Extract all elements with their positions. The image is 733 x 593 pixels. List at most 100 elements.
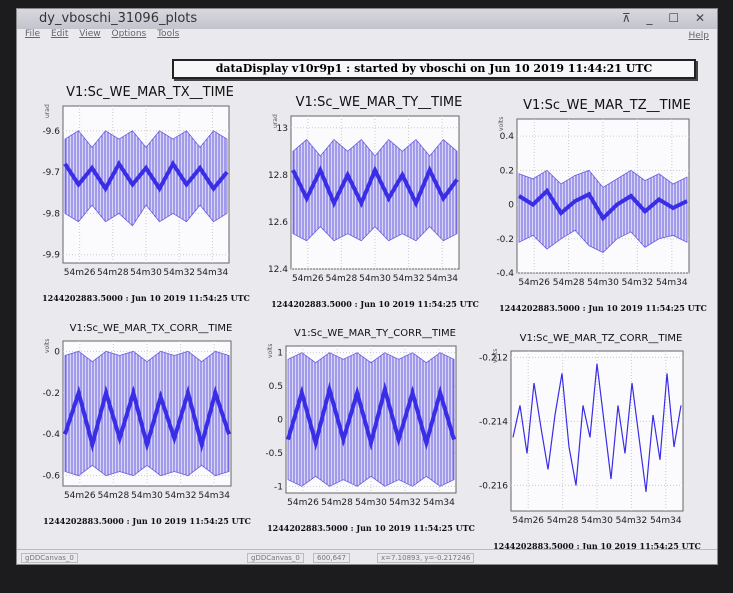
x-tick-label: 54m30 — [587, 278, 619, 288]
signal-trace — [291, 165, 459, 208]
x-tick-label: 54m26 — [292, 274, 324, 284]
window-buttons[interactable]: ⊼ _ ☐ ✕ — [621, 11, 711, 25]
menu-item[interactable]: Tools — [157, 29, 180, 39]
y-unit: volts — [267, 344, 274, 358]
y-tick-label: 13 — [277, 124, 288, 134]
y-tick-label: 0 — [277, 416, 283, 426]
x-tick-label: 54m32 — [163, 268, 195, 278]
plot-footer: 1244202883.5000 : Jun 10 2019 11:54:25 U… — [42, 293, 250, 303]
signal-envelope — [518, 169, 688, 253]
plot-title: V1:Sc_WE_MAR_TX_CORR__TIME — [70, 323, 233, 334]
y-tick-label: -9.8 — [42, 209, 60, 219]
signal-envelope — [64, 130, 228, 227]
y-tick-label: -0.214 — [479, 417, 508, 427]
plot-title: V1:Sc_WE_MAR_TZ_CORR__TIME — [520, 333, 683, 344]
menu-help[interactable]: Help — [688, 31, 709, 41]
y-tick-label: 0 — [508, 201, 514, 211]
signal-envelope — [292, 138, 458, 242]
y-tick-label: 0.4 — [500, 132, 515, 142]
y-tick-label: -9.6 — [42, 127, 60, 137]
signal-envelope — [287, 352, 455, 487]
plot-area — [510, 350, 684, 512]
x-tick-label: 54m26 — [512, 516, 544, 526]
y-tick-label: 12.8 — [268, 171, 288, 181]
y-unit: urad — [272, 114, 279, 128]
x-tick-label: 54m30 — [359, 274, 391, 284]
y-tick-label: 12.4 — [268, 265, 288, 275]
x-tick-label: 54m34 — [656, 278, 688, 288]
menu-item[interactable]: View — [79, 29, 101, 39]
y-unit: volts — [44, 339, 51, 353]
x-tick-label: 54m34 — [423, 498, 455, 508]
signal-envelope — [64, 350, 230, 477]
menu-item[interactable]: Edit — [50, 29, 69, 39]
x-tick-label: 54m30 — [355, 498, 387, 508]
y-unit: volts — [498, 117, 505, 131]
x-tick-label: 54m30 — [131, 491, 163, 501]
plot-footer: 1244202883.5000 : Jun 10 2019 11:54:25 U… — [493, 541, 701, 549]
x-tick-label: 54m28 — [97, 268, 129, 278]
y-unit: urad — [44, 104, 51, 118]
x-tick-label: 54m34 — [197, 268, 229, 278]
x-tick-label: 54m28 — [98, 491, 130, 501]
y-tick-label: 1 — [277, 349, 283, 359]
y-tick-label: -1 — [274, 482, 283, 492]
menu-bar: File Edit View Options Tools Help — [17, 29, 717, 45]
y-tick-label: -0.216 — [479, 481, 508, 491]
window: dy_vboschi_31096_plots ⊼ _ ☐ ✕ File Edit… — [16, 8, 718, 565]
signal-trace — [286, 381, 456, 451]
y-tick-label: -0.212 — [479, 353, 508, 363]
menu-item[interactable]: Options — [111, 29, 147, 39]
x-tick-label: 54m26 — [287, 498, 319, 508]
signal-trace — [63, 385, 231, 453]
banner: dataDisplay v10r9p1 : started by vboschi… — [172, 59, 696, 79]
y-tick-label: -0.2 — [496, 235, 514, 245]
y-tick-label: 0.5 — [269, 382, 283, 392]
status-field: x=7.10893, y=-0.217246 — [377, 553, 475, 563]
x-tick-label: 54m26 — [518, 278, 550, 288]
y-tick-label: -0.4 — [42, 430, 60, 440]
plot-title: V1:Sc_WE_MAR_TY__TIME — [296, 95, 463, 110]
title-bar: dy_vboschi_31096_plots ⊼ _ ☐ ✕ — [17, 9, 717, 29]
plot-title: V1:Sc_WE_MAR_TX__TIME — [66, 85, 234, 100]
signal-trace — [512, 363, 682, 492]
x-tick-label: 54m32 — [393, 274, 425, 284]
x-tick-label: 54m32 — [389, 498, 421, 508]
x-tick-label: 54m28 — [321, 498, 353, 508]
x-tick-label: 54m32 — [616, 516, 648, 526]
x-tick-label: 54m28 — [553, 278, 585, 288]
y-tick-label: 0 — [54, 347, 60, 357]
y-tick-label: -0.4 — [496, 269, 514, 279]
plot-footer: 1244202883.5000 : Jun 10 2019 11:54:25 U… — [43, 516, 251, 526]
plot-footer: 1244202883.5000 : Jun 10 2019 11:54:25 U… — [267, 523, 475, 533]
y-tick-label: -0.5 — [265, 449, 283, 459]
y-tick-label: 0.2 — [500, 166, 514, 176]
x-tick-label: 54m28 — [547, 516, 579, 526]
menu-item[interactable]: File — [25, 29, 41, 39]
x-tick-label: 54m26 — [64, 268, 96, 278]
status-bar: gDDCanvas_0 gDDCanvas_0 600,647 x=7.1089… — [17, 549, 717, 564]
window-title: dy_vboschi_31096_plots — [39, 11, 198, 26]
y-unit: volts — [492, 349, 499, 363]
status-field: 600,647 — [313, 553, 350, 563]
status-field: gDDCanvas_0 — [247, 553, 304, 563]
y-tick-label: 12.6 — [268, 218, 288, 228]
plot-title: V1:Sc_WE_MAR_TY_CORR__TIME — [294, 328, 456, 339]
x-tick-label: 54m34 — [198, 491, 230, 501]
y-tick-label: -9.9 — [42, 251, 60, 261]
plot-footer: 1244202883.5000 : Jun 10 2019 11:54:25 U… — [499, 303, 707, 313]
y-tick-label: -9.7 — [42, 168, 60, 178]
y-tick-label: -0.2 — [42, 389, 60, 399]
x-tick-label: 54m34 — [650, 516, 682, 526]
y-tick-label: -0.6 — [42, 472, 60, 482]
x-tick-label: 54m26 — [64, 491, 96, 501]
plot-title: V1:Sc_WE_MAR_TZ__TIME — [523, 98, 691, 113]
x-tick-label: 54m32 — [622, 278, 654, 288]
x-tick-label: 54m28 — [326, 274, 358, 284]
x-tick-label: 54m30 — [130, 268, 162, 278]
x-tick-label: 54m34 — [426, 274, 458, 284]
plot-footer: 1244202883.5000 : Jun 10 2019 11:54:25 U… — [271, 299, 479, 309]
x-tick-label: 54m30 — [581, 516, 613, 526]
x-tick-label: 54m32 — [165, 491, 197, 501]
